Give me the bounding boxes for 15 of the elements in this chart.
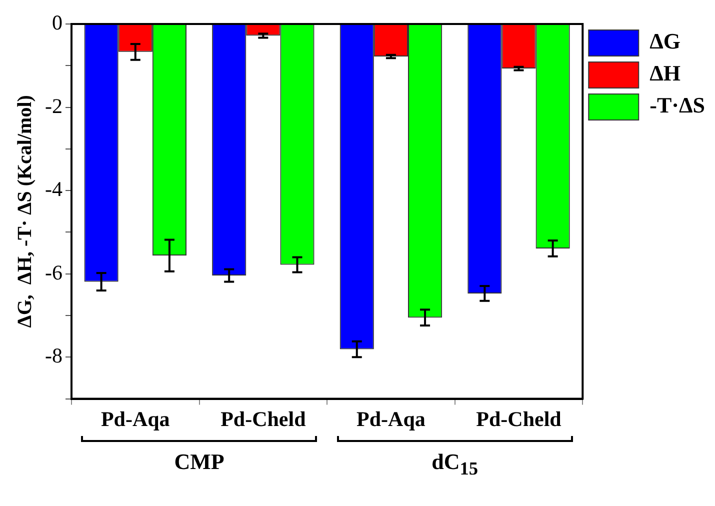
y-tick-label: -2 xyxy=(44,94,62,118)
x-tick-label: Pd-Cheld xyxy=(476,406,562,431)
y-tick-label: 0 xyxy=(52,10,62,35)
x-tick-label: Pd-Cheld xyxy=(220,406,306,431)
y-axis-title: ΔG, ΔH, -T· ΔS (Kcal/mol) xyxy=(14,95,36,328)
x-tick-label: Pd-Aqa xyxy=(356,406,426,431)
legend-label: ΔG xyxy=(650,28,681,54)
y-tick-label: -4 xyxy=(44,177,63,202)
legend-label: -T·ΔS xyxy=(650,92,706,118)
x-tick-label: Pd-Aqa xyxy=(100,406,170,431)
legend-label: ΔH xyxy=(650,60,681,86)
y-tick-label: -8 xyxy=(44,344,62,368)
text: dC$_{15}$ xyxy=(430,448,480,480)
y-tick-label: -6 xyxy=(44,260,62,284)
text: CMP xyxy=(173,448,226,475)
